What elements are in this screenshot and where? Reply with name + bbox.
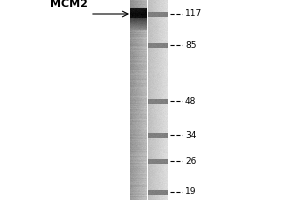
Text: 34: 34: [185, 131, 196, 140]
Text: MCM2: MCM2: [50, 0, 88, 9]
Text: 48: 48: [185, 97, 196, 106]
Text: 19: 19: [185, 188, 196, 196]
Text: 117: 117: [185, 9, 202, 19]
Text: 85: 85: [185, 41, 196, 50]
Text: 26: 26: [185, 157, 196, 166]
